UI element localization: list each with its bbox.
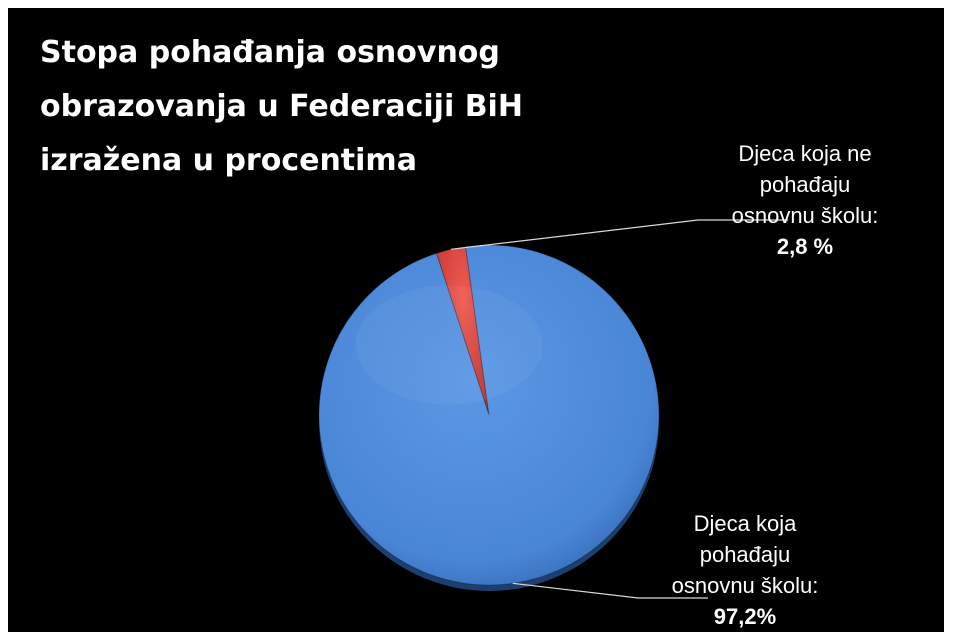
slice-label-line: Djeca koja ne [738, 141, 872, 166]
slice-label-line: pohađaju [759, 172, 851, 197]
slice-label-attending: Djeca koja pohađaju osnovnu školu: 97,2% [620, 508, 870, 632]
pie-chart [318, 219, 788, 599]
pie-slices [318, 244, 660, 591]
slice-label-line: Djeca koja [693, 511, 797, 536]
slice-label-line: osnovnu školu: [731, 203, 879, 228]
chart-title: Stopa pohađanja osnovnog obrazovanja u F… [40, 35, 523, 178]
slice-value-label: 97,2% [713, 604, 777, 629]
pie-slice-not-attending [435, 246, 490, 416]
slice-label-line: pohađaju [699, 542, 791, 567]
chart-area: Stopa pohađanja osnovnog obrazovanja u F… [8, 8, 944, 632]
leader-line [450, 219, 788, 250]
slice-label-line: osnovnu školu: [671, 573, 819, 598]
slice-label-not-attending: Djeca koja ne pohađaju osnovnu školu: 2,… [680, 138, 930, 262]
slice-value-label: 2,8 % [776, 234, 834, 259]
leader-line [512, 582, 708, 599]
pie-leader-lines [450, 219, 788, 599]
pie-gloss [355, 285, 543, 405]
pie-slice-attending [318, 244, 660, 586]
